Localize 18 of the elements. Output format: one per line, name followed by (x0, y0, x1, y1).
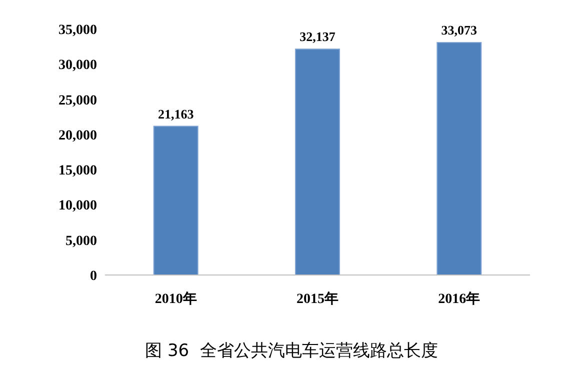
y-tick-label: 5,000 (66, 234, 97, 249)
text: 图 36 全省公共汽电车运营线路总长度 (145, 341, 438, 361)
x-tick-label: 2016年 (438, 291, 480, 307)
bar (436, 42, 482, 276)
y-tick-label: 20,000 (58, 128, 97, 144)
x-tick-label: 2010年 (154, 291, 197, 307)
data-label: 21,163 (158, 106, 194, 122)
y-tick-label: 15,000 (58, 164, 97, 179)
y-tick-label: 0 (90, 269, 97, 284)
data-label: 32,137 (300, 29, 336, 44)
y-tick-label: 10,000 (58, 198, 97, 214)
x-tick-label: 2015年 (296, 291, 338, 307)
y-tick-label: 25,000 (58, 93, 97, 108)
bar (295, 48, 340, 276)
y-tick-label: 35,000 (58, 23, 97, 38)
y-tick-label: 30,000 (58, 58, 97, 74)
data-label: 33,073 (441, 22, 478, 38)
bar (153, 126, 198, 276)
